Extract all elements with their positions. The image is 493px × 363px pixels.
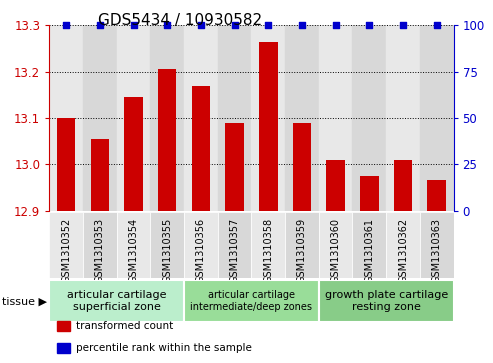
Bar	[57, 343, 70, 353]
Point	[130, 23, 138, 28]
Bar	[420, 25, 454, 211]
Bar	[49, 212, 83, 278]
Text: GSM1310354: GSM1310354	[129, 217, 139, 283]
Bar	[57, 321, 70, 331]
Bar	[319, 212, 352, 278]
Bar	[360, 176, 379, 211]
Bar	[394, 160, 412, 211]
Point	[163, 23, 171, 28]
Point	[332, 23, 340, 28]
Bar	[386, 212, 420, 278]
Point	[231, 23, 239, 28]
Bar	[352, 212, 386, 278]
Text: GSM1310360: GSM1310360	[331, 217, 341, 282]
Text: GDS5434 / 10930582: GDS5434 / 10930582	[98, 13, 262, 28]
Point	[399, 23, 407, 28]
Bar	[259, 42, 278, 211]
Bar	[124, 97, 143, 211]
Text: transformed count: transformed count	[75, 321, 173, 331]
Text: tissue ▶: tissue ▶	[2, 296, 47, 306]
Bar	[319, 280, 454, 322]
Point	[433, 23, 441, 28]
Point	[197, 23, 205, 28]
Bar	[49, 25, 83, 211]
Bar	[427, 180, 446, 211]
Bar	[251, 212, 285, 278]
Text: GSM1310352: GSM1310352	[61, 217, 71, 283]
Text: articular cartilage
intermediate/deep zones: articular cartilage intermediate/deep zo…	[190, 290, 313, 312]
Bar	[218, 212, 251, 278]
Point	[264, 23, 272, 28]
Point	[365, 23, 373, 28]
Bar	[420, 212, 454, 278]
Bar	[319, 25, 352, 211]
Text: GSM1310358: GSM1310358	[263, 217, 273, 283]
Text: articular cartilage
superficial zone: articular cartilage superficial zone	[67, 290, 167, 312]
Bar	[251, 25, 285, 211]
Bar	[326, 160, 345, 211]
Bar	[184, 280, 319, 322]
Bar	[218, 25, 251, 211]
Bar	[83, 212, 117, 278]
Point	[62, 23, 70, 28]
Text: growth plate cartilage
resting zone: growth plate cartilage resting zone	[324, 290, 448, 312]
Bar	[225, 123, 244, 211]
Bar	[117, 212, 150, 278]
Text: GSM1310362: GSM1310362	[398, 217, 408, 283]
Bar	[49, 280, 184, 322]
Bar	[184, 212, 218, 278]
Text: percentile rank within the sample: percentile rank within the sample	[75, 343, 251, 353]
Text: GSM1310361: GSM1310361	[364, 217, 374, 282]
Text: GSM1310363: GSM1310363	[432, 217, 442, 282]
Bar	[91, 139, 109, 211]
Bar	[192, 86, 210, 211]
Text: GSM1310357: GSM1310357	[230, 217, 240, 283]
Text: GSM1310353: GSM1310353	[95, 217, 105, 283]
Bar	[184, 25, 218, 211]
Point	[96, 23, 104, 28]
Bar	[158, 69, 176, 211]
Bar	[150, 212, 184, 278]
Text: GSM1310359: GSM1310359	[297, 217, 307, 283]
Bar	[285, 212, 319, 278]
Bar	[57, 118, 75, 211]
Bar	[293, 123, 311, 211]
Bar	[117, 25, 150, 211]
Text: GSM1310356: GSM1310356	[196, 217, 206, 283]
Bar	[386, 25, 420, 211]
Text: GSM1310355: GSM1310355	[162, 217, 172, 283]
Bar	[352, 25, 386, 211]
Bar	[83, 25, 117, 211]
Bar	[285, 25, 319, 211]
Bar	[150, 25, 184, 211]
Point	[298, 23, 306, 28]
